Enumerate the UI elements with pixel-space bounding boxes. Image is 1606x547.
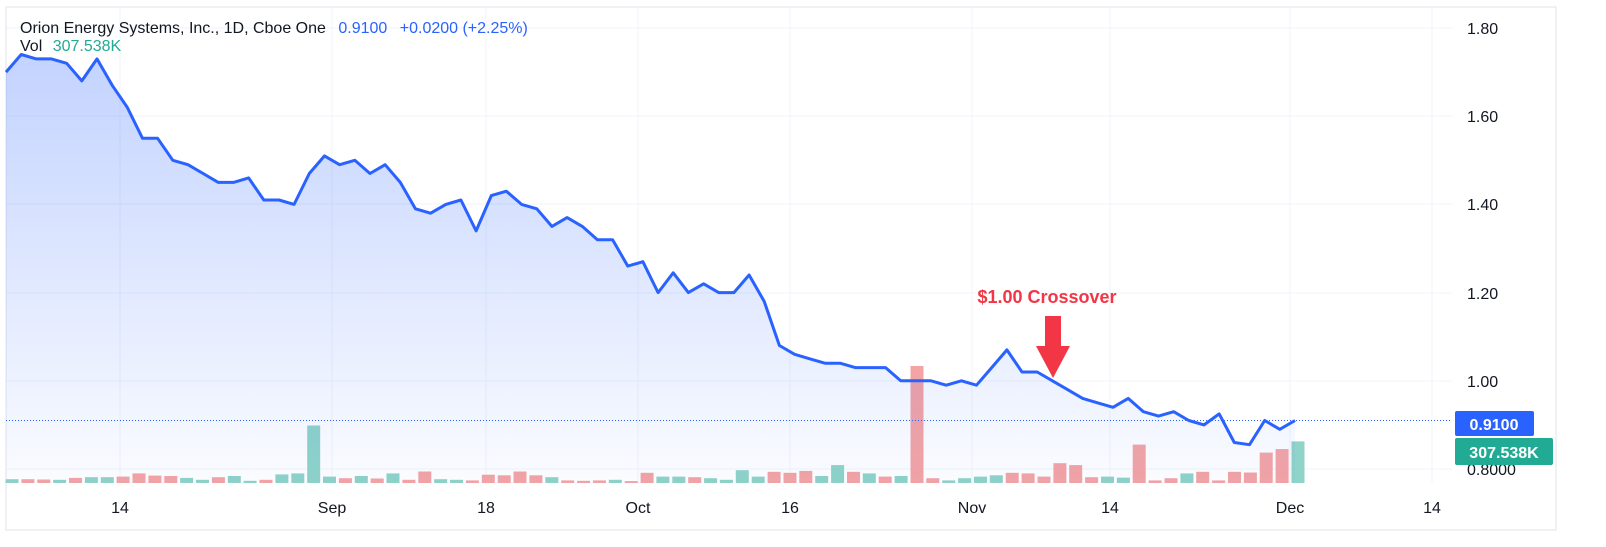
- volume-value: 307.538K: [52, 38, 122, 55]
- price-area: [6, 54, 1295, 483]
- y-axis: 1.80 1.60 1.40 1.20 1.00 0.8000: [1467, 21, 1516, 479]
- price-line: [4, 53, 1296, 447]
- y-tick-label: 1.40: [1467, 197, 1498, 214]
- x-tick-label: 14: [111, 500, 129, 517]
- x-axis: 14 Sep 18 Oct 16 Nov 14 Dec 14: [111, 500, 1441, 517]
- x-tick-label: Sep: [318, 500, 347, 517]
- y-tick-label: 1.80: [1467, 21, 1498, 38]
- y-tick-label: 1.20: [1467, 286, 1498, 303]
- x-tick-label: Nov: [958, 500, 986, 517]
- price-badge: [1455, 411, 1534, 436]
- symbol-title: Orion Energy Systems, Inc., 1D, Cboe One: [20, 20, 326, 37]
- y-tick-label: 1.00: [1467, 374, 1498, 391]
- price-change: +0.0200 (+2.25%): [399, 20, 528, 37]
- price-badge-label: 0.9100: [1470, 417, 1519, 434]
- volume-label: Vol: [20, 38, 43, 55]
- legend: Orion Energy Systems, Inc., 1D, Cboe One…: [20, 20, 528, 56]
- annotation: $1.00 Crossover: [977, 287, 1117, 378]
- volume-badge-label: 307.538K: [1469, 445, 1539, 462]
- price-badges: 0.9100 307.538K: [1455, 411, 1553, 465]
- y-tick-label: 1.60: [1467, 109, 1498, 126]
- x-tick-label: Dec: [1276, 500, 1304, 517]
- x-tick-label: 14: [1423, 500, 1441, 517]
- y-tick-label: 0.8000: [1467, 462, 1516, 479]
- x-tick-label: 16: [781, 500, 799, 517]
- volume-badge: [1455, 438, 1553, 465]
- last-price: 0.9100: [338, 20, 388, 37]
- x-tick-label: 18: [477, 500, 495, 517]
- x-tick-label: 14: [1101, 500, 1119, 517]
- arrow-down-icon: [1036, 316, 1070, 378]
- annotation-text: $1.00 Crossover: [977, 287, 1116, 307]
- x-tick-label: Oct: [626, 500, 651, 517]
